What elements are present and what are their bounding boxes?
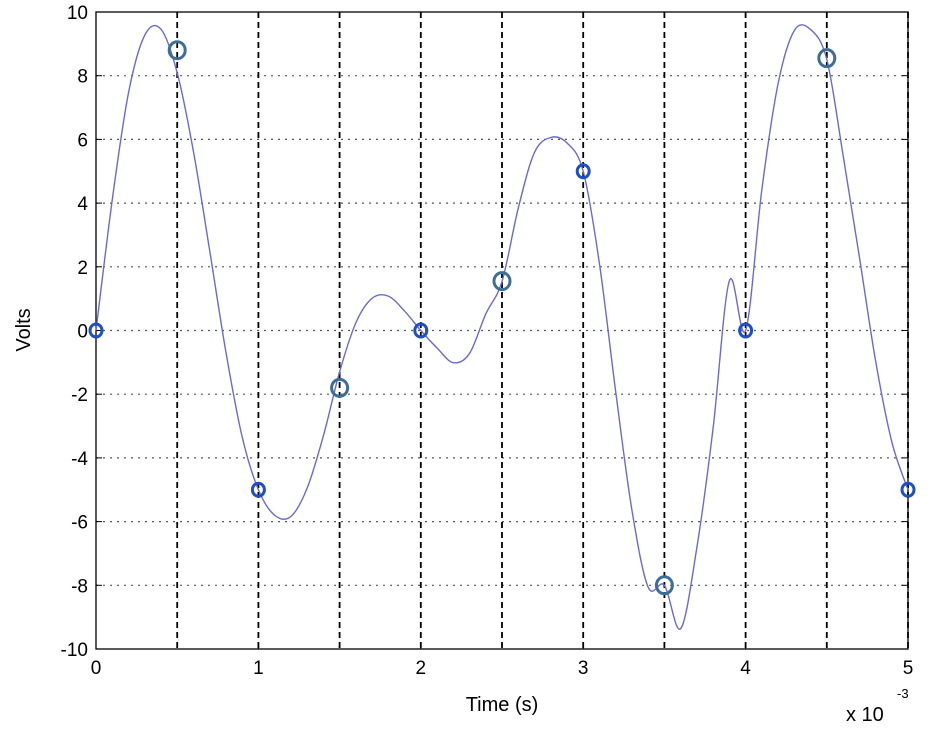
x-axis-ticks: 0 1 2 3 4 5 — [91, 643, 914, 679]
x-tick-label: 3 — [578, 658, 589, 679]
sample-point — [900, 481, 916, 498]
y-tick-label: 6 — [77, 130, 88, 151]
y-tick-label: -8 — [71, 576, 88, 597]
sample-point — [413, 322, 429, 339]
sample-point — [88, 322, 104, 339]
x-multiplier-exponent: -3 — [897, 686, 909, 701]
sample-point — [654, 575, 674, 596]
y-tick-label: -6 — [71, 513, 88, 534]
x-tick-label: 0 — [91, 658, 102, 679]
sample-point — [250, 481, 266, 498]
x-axis-label: Time (s) — [466, 694, 539, 716]
y-tick-label: -4 — [71, 449, 88, 470]
sample-point — [167, 40, 187, 61]
y-tick-label: 4 — [77, 194, 88, 215]
x-tick-label: 2 — [416, 658, 427, 679]
x-tick-label: 5 — [903, 658, 914, 679]
y-tick-label: -2 — [71, 385, 88, 406]
sample-point — [575, 163, 591, 180]
y-axis-ticks: -10 -8 -6 -4 -2 0 2 4 6 8 10 — [61, 3, 908, 661]
sample-point — [738, 322, 754, 339]
x-tick-label: 1 — [253, 658, 264, 679]
y-tick-label: -10 — [61, 640, 88, 661]
x-multiplier-label: x 10 — [846, 704, 884, 726]
sample-point — [817, 48, 837, 69]
y-tick-label: 2 — [77, 258, 88, 279]
y-axis-label: Volts — [13, 308, 35, 351]
sample-point — [330, 377, 350, 398]
x-tick-label: 4 — [740, 658, 751, 679]
sample-point — [492, 271, 512, 292]
y-tick-label: 10 — [67, 3, 88, 24]
y-tick-label: 8 — [77, 67, 88, 88]
series-layer — [88, 24, 916, 630]
waveform-line — [95, 24, 909, 630]
y-tick-label: 0 — [77, 322, 88, 343]
